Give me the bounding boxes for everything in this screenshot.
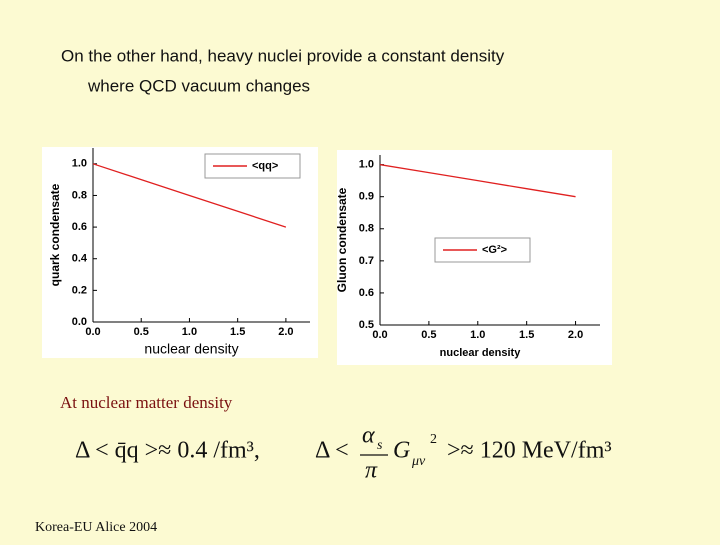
legend-box [204, 153, 301, 179]
x-tick-label: 1.5 [230, 326, 245, 338]
x-axis-label: nuclear density [440, 347, 522, 359]
formula-text: 2 [430, 432, 437, 447]
y-tick-label: 0.6 [72, 221, 87, 233]
legend: <qq> [204, 153, 301, 179]
y-axis-label: quark condensate [48, 183, 62, 286]
x-axis-label: nuclear density [144, 341, 238, 357]
data-line [92, 163, 287, 228]
caption: At nuclear matter density [60, 393, 233, 412]
x-tick-label: 1.0 [470, 329, 485, 341]
x-tick-label: 0.0 [85, 326, 100, 338]
y-tick-label: 0.6 [359, 287, 374, 299]
x-tick-label: 2.0 [568, 329, 583, 341]
title: On the other hand, heavy nuclei provide … [61, 46, 505, 65]
x-tick-label: 0.5 [134, 326, 149, 338]
data-line [379, 163, 576, 198]
legend: <G²> [434, 237, 531, 263]
y-tick-label: 0.4 [72, 253, 88, 265]
title: where QCD vacuum changes [87, 76, 310, 95]
formula-text: Δ < [315, 438, 349, 464]
formula-text: α [362, 423, 375, 449]
y-tick-label: 0.8 [359, 223, 374, 235]
y-tick-label: 0.5 [359, 319, 374, 331]
chart-panel [42, 147, 318, 358]
legend-label: <G²> [482, 244, 507, 256]
y-tick-label: 0.0 [72, 316, 87, 328]
y-tick-label: 1.0 [359, 159, 374, 171]
x-tick-label: 2.0 [278, 326, 293, 338]
legend-label: <qq> [252, 160, 278, 172]
x-tick-label: 1.0 [182, 326, 197, 338]
x-tick-label: 0.5 [421, 329, 436, 341]
formula-text: s [377, 438, 383, 453]
formula-text: μν [411, 454, 426, 469]
y-tick-label: 0.2 [72, 284, 87, 296]
y-tick-label: 0.8 [72, 189, 87, 201]
y-axis-label: Gluon condensate [335, 187, 349, 292]
formula-text: >≈ 120 MeV/fm³ [447, 438, 612, 464]
formula-text: π [365, 458, 378, 484]
y-tick-label: 0.7 [359, 255, 374, 267]
y-tick-label: 1.0 [72, 158, 87, 170]
x-tick-label: 1.5 [519, 329, 534, 341]
footer: Korea-EU Alice 2004 [35, 520, 157, 535]
x-tick-label: 0.0 [372, 329, 387, 341]
formula-text: G [393, 438, 410, 464]
formula-text: Δ < q̄q >≈ 0.4 /fm³, [75, 438, 260, 464]
y-tick-label: 0.9 [359, 191, 374, 203]
formula: Δ < q̄q >≈ 0.4 /fm³, Δ < α s π G μν 2 >≈… [75, 423, 612, 484]
